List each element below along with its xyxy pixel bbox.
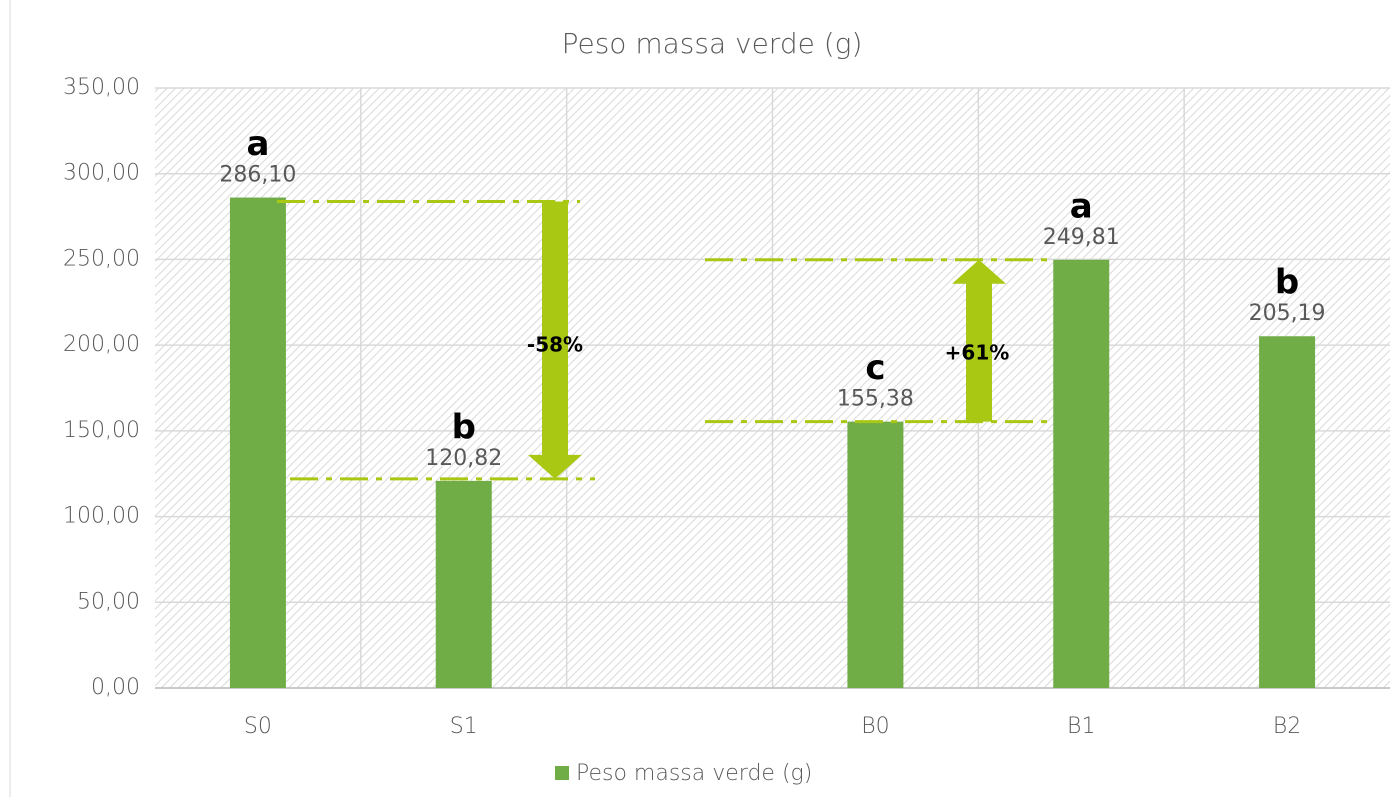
significance-letter: a bbox=[246, 124, 269, 164]
x-tick-label: S0 bbox=[244, 714, 272, 739]
significance-letter: b bbox=[452, 407, 476, 447]
x-tick-label: B0 bbox=[861, 714, 889, 739]
x-tick-label: S1 bbox=[450, 714, 478, 739]
value-label: 249,81 bbox=[1043, 225, 1120, 250]
x-tick-label: B1 bbox=[1067, 714, 1095, 739]
annotation: +61% bbox=[945, 341, 1010, 365]
y-tick-label: 200,00 bbox=[63, 332, 140, 357]
significance-letter: c bbox=[865, 348, 885, 388]
y-tick-label: 250,00 bbox=[63, 246, 140, 271]
value-label: 286,10 bbox=[219, 163, 296, 188]
y-tick-label: 150,00 bbox=[63, 418, 140, 443]
y-tick-label: 100,00 bbox=[63, 504, 140, 529]
y-tick-label: 300,00 bbox=[63, 161, 140, 186]
arrow bbox=[952, 259, 1006, 422]
y-tick-label: 0,00 bbox=[91, 675, 140, 700]
legend-label: Peso massa verde (g) bbox=[576, 761, 812, 786]
value-label: 120,82 bbox=[425, 446, 502, 471]
value-label: 205,19 bbox=[1249, 301, 1326, 326]
arrow bbox=[528, 201, 582, 479]
value-label: 155,38 bbox=[837, 387, 914, 412]
bar bbox=[229, 197, 286, 689]
y-tick-label: 350,00 bbox=[63, 75, 140, 100]
bar bbox=[1259, 336, 1316, 688]
significance-letter: b bbox=[1275, 263, 1299, 303]
x-tick-label: B2 bbox=[1273, 714, 1301, 739]
bar bbox=[435, 480, 492, 688]
chart-title: Peso massa verde (g) bbox=[562, 27, 863, 60]
legend-swatch bbox=[555, 766, 569, 780]
significance-letter: a bbox=[1070, 186, 1093, 226]
bar bbox=[1053, 259, 1110, 688]
bar bbox=[847, 421, 904, 688]
y-tick-label: 50,00 bbox=[77, 589, 140, 614]
annotation: -58% bbox=[527, 333, 583, 357]
